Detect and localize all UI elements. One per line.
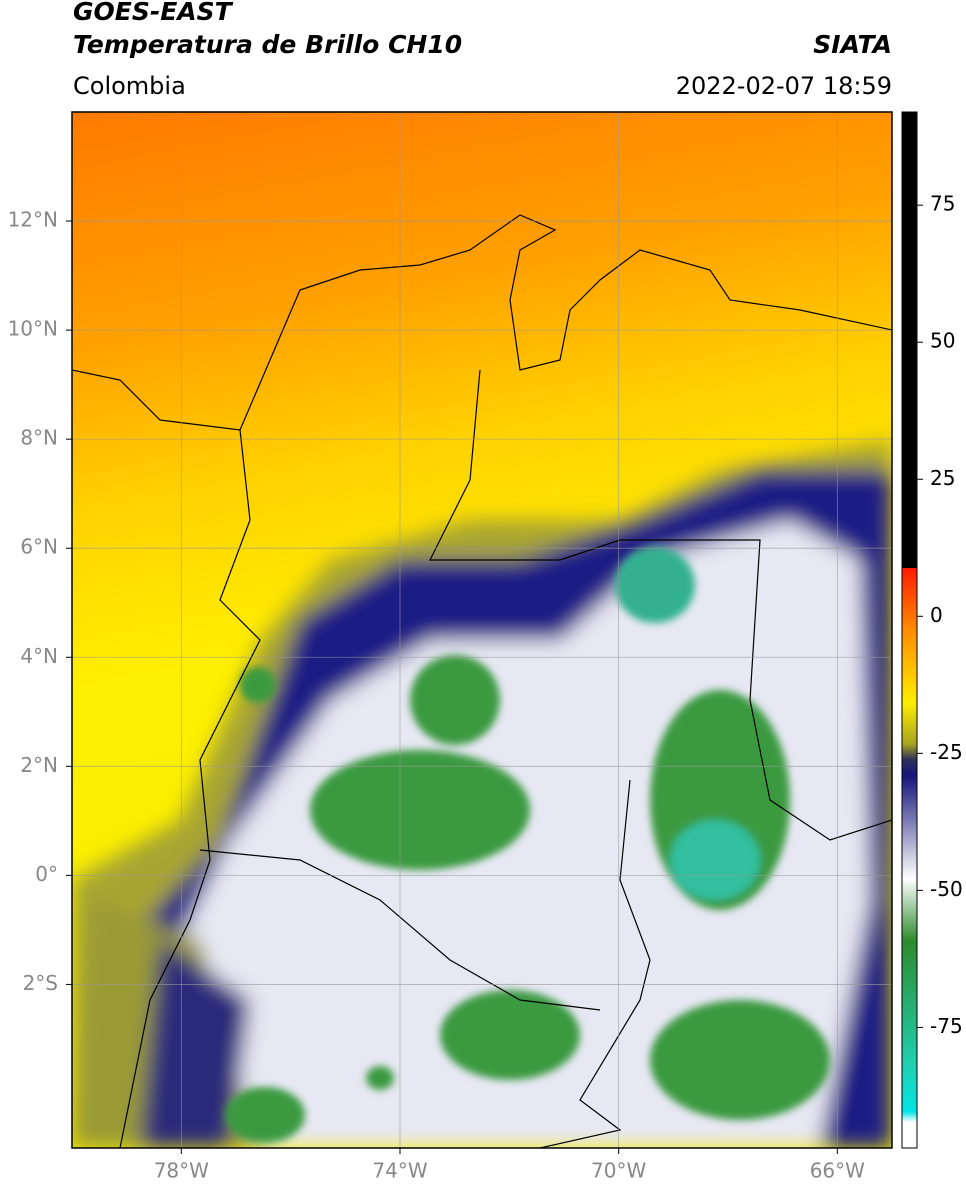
subtitle: Temperatura de Brillo CH10 — [73, 30, 462, 59]
colorbar-tick-label: -75 — [930, 1014, 963, 1038]
y-tick-label: 6°N — [20, 535, 58, 559]
colorbar-tick-label: -50 — [930, 877, 963, 901]
colorbar-tick-label: 0 — [930, 603, 943, 627]
y-tick-label: 0° — [35, 862, 58, 886]
grid — [72, 112, 892, 1148]
satellite-image — [72, 112, 892, 1148]
colorbar-tick-label: 75 — [930, 192, 955, 216]
y-tick-label: 12°N — [8, 208, 58, 232]
source: SIATA — [813, 30, 892, 59]
colorbar-tick-label: 25 — [930, 466, 955, 490]
x-tick-label: 66°W — [810, 1159, 865, 1183]
colorbar-tick-label: -25 — [930, 740, 963, 764]
title: GOES-EAST — [73, 0, 234, 26]
y-tick-label: 8°N — [20, 426, 58, 450]
region: Colombia — [73, 72, 186, 100]
x-tick-label: 70°W — [591, 1159, 646, 1183]
y-tick-label: 2°S — [23, 971, 58, 995]
colorbar-tick-label: 50 — [930, 329, 955, 353]
x-tick-label: 74°W — [372, 1159, 427, 1183]
datetime: 2022-02-07 18:59 — [676, 72, 892, 100]
y-tick-label: 4°N — [20, 644, 58, 668]
map-frame — [71, 111, 893, 1149]
x-tick-label: 78°W — [154, 1159, 209, 1183]
y-tick-label: 10°N — [8, 317, 58, 341]
y-tick-label: 2°N — [20, 753, 58, 777]
colorbar — [901, 111, 918, 1149]
